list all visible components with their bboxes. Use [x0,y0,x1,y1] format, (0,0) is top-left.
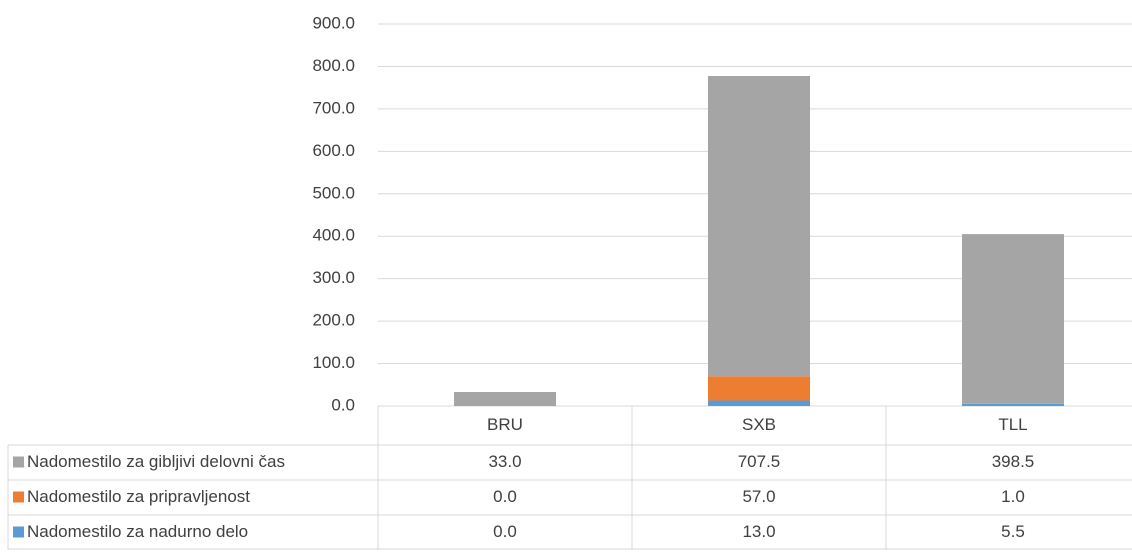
bar [708,376,810,400]
table-value: 13.0 [742,522,775,541]
y-tick-label: 800.0 [312,56,355,75]
legend-swatch [13,527,24,538]
table-value: 707.5 [738,452,781,471]
x-tick-label: SXB [742,415,776,434]
legend-swatch [13,492,24,503]
table-value: 0.0 [493,522,517,541]
y-tick-label: 700.0 [312,98,355,117]
y-tick-label: 600.0 [312,141,355,160]
legend-label: Nadomestilo za gibljivi delovni čas [27,452,285,471]
bar [962,404,1064,406]
y-tick-label: 500.0 [312,183,355,202]
bar [454,392,556,406]
bar [708,400,810,406]
y-tick-label: 300.0 [312,268,355,287]
table-value: 1.0 [1001,487,1025,506]
legend-label: Nadomestilo za pripravljenost [27,487,250,506]
y-tick-label: 400.0 [312,226,355,245]
table-value: 398.5 [992,452,1035,471]
y-tick-label: 0.0 [331,395,355,414]
bar [962,234,1064,403]
y-tick-label: 900.0 [312,13,355,32]
y-tick-label: 100.0 [312,353,355,372]
legend-swatch [13,457,24,468]
x-tick-label: TLL [998,415,1027,434]
table-value: 0.0 [493,487,517,506]
table-value: 57.0 [742,487,775,506]
y-tick-label: 200.0 [312,311,355,330]
table-value: 33.0 [488,452,521,471]
x-tick-label: BRU [487,415,523,434]
table-value: 5.5 [1001,522,1025,541]
legend-label: Nadomestilo za nadurno delo [27,522,248,541]
bar [708,76,810,376]
